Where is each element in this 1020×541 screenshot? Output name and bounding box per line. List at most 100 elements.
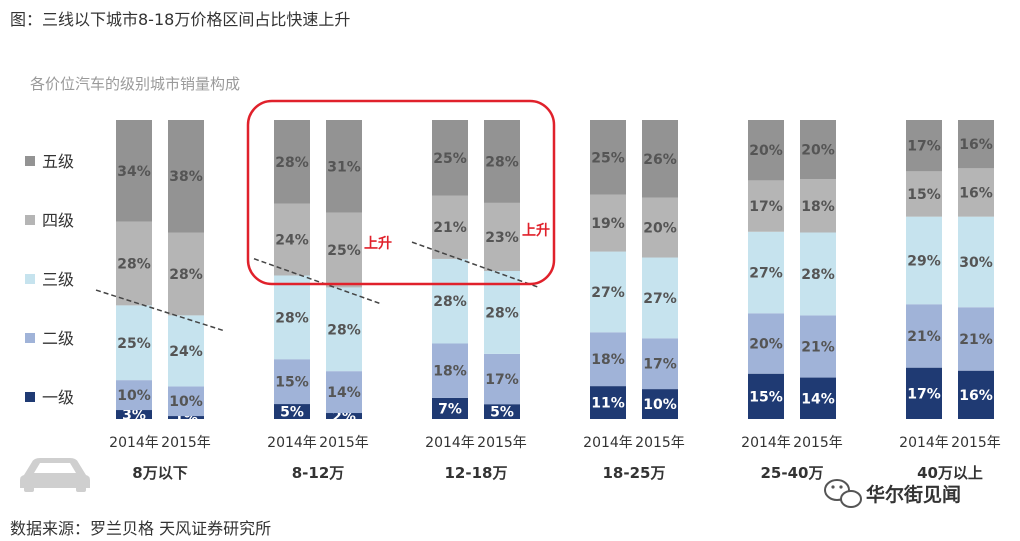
bar-value-label: 21% [907,329,941,345]
highlight-box [246,99,556,286]
bar-segment-一级 [958,370,994,419]
bar-segment-一级 [116,410,152,419]
bar-segment-四级 [748,180,784,232]
bar-value-label: 21% [433,220,467,236]
bars-layer: 3%10%25%28%34%1%10%24%28%38%5%15%28%24%2… [116,120,994,427]
bar-segment-五级 [748,120,784,181]
price-range-label: 8万以下 [132,464,187,482]
watermark-text: 华尔街见闻 [866,483,961,506]
bar-value-label: 17% [643,357,677,373]
bar-segment-二级 [484,353,520,405]
bar-segment-四级 [326,212,362,288]
legend-swatch [25,215,35,225]
bar-value-label: 19% [591,216,625,232]
bar-segment-四级 [116,221,152,306]
bar-value-label: 15% [907,187,941,203]
bar-value-label: 28% [327,322,361,338]
bar-value-label: 31% [327,159,361,175]
figure-source: 数据来源：罗兰贝格 天风证券研究所 [10,519,272,538]
bar-segment-二级 [590,332,626,387]
bar-value-label: 7% [438,401,462,417]
bar-segment-一级 [906,367,942,419]
bar-value-label: 16% [959,388,993,404]
year-label: 2014年 [899,435,949,451]
bar-value-label: 20% [801,143,835,159]
legend-swatch [25,333,35,343]
bar-value-label: 11% [591,396,625,412]
bar-value-label: 38% [169,169,203,185]
bar-value-label: 15% [749,389,783,405]
bar-segment-一级 [590,386,626,419]
wechat-icon [824,479,862,508]
bar-value-label: 24% [169,344,203,360]
bar-segment-三级 [326,287,362,372]
bar-segment-四级 [800,179,836,233]
bar-value-label: 27% [749,266,783,282]
bar-value-label: 10% [643,397,677,413]
trend-line [411,241,541,289]
bar-value-label: 14% [801,391,835,407]
bar-segment-二级 [326,371,362,414]
bar-value-label: 20% [749,143,783,159]
bar-segment-一级 [748,373,784,419]
legend-label: 一级 [42,388,74,407]
bar-value-label: 29% [907,253,941,269]
bar-value-label: 17% [749,199,783,215]
bar-value-label: 18% [801,199,835,215]
bar-segment-一级 [168,416,204,419]
bar-segment-一级 [326,413,362,419]
bar-segment-五级 [800,120,836,180]
annotation-label: 上升 [364,235,392,252]
bar-segment-三级 [432,258,468,344]
bar-segment-二级 [274,359,310,405]
bar-segment-二级 [958,307,994,371]
bar-segment-一级 [800,377,836,419]
bar-value-label: 18% [591,352,625,368]
watermark: 华尔街见闻 [824,479,961,508]
bar-segment-五级 [274,120,310,204]
bar-value-label: 30% [959,255,993,271]
bar-value-label: 34% [117,164,151,180]
bar-segment-三级 [590,251,626,333]
year-label: 2015年 [635,435,685,451]
bar-value-label: 26% [643,152,677,168]
bar-value-label: 17% [907,386,941,402]
bar-value-label: 24% [275,233,309,249]
year-label: 2014年 [583,435,633,451]
bar-value-label: 17% [485,372,519,388]
bar-value-label: 28% [169,267,203,283]
bar-value-label: 23% [485,230,519,246]
price-range-label: 18-25万 [603,464,666,482]
bar-segment-五级 [590,120,626,195]
bar-value-label: 28% [275,155,309,171]
legend-swatch [25,392,35,402]
year-label: 2015年 [951,435,1001,451]
bar-segment-五级 [484,120,520,203]
bar-value-label: 28% [275,310,309,326]
bar-value-label: 3% [122,408,146,424]
bar-value-label: 28% [117,257,151,273]
bar-segment-一级 [432,397,468,419]
bar-value-label: 17% [907,139,941,155]
bar-segment-三级 [116,305,152,381]
bar-segment-五级 [116,120,152,222]
bar-segment-四级 [168,232,204,316]
bar-segment-三级 [642,257,678,339]
bar-segment-二级 [906,304,942,368]
chart-subtitle: 各价位汽车的级别城市销量构成 [30,75,240,93]
bar-value-label: 14% [327,385,361,401]
bar-value-label: 27% [643,291,677,307]
bar-value-label: 16% [959,185,993,201]
price-range-label: 40万以上 [917,464,983,482]
bar-value-label: 21% [801,339,835,355]
legend-swatch [25,156,35,166]
bar-segment-一级 [274,404,310,419]
bar-value-label: 25% [327,243,361,259]
bar-segment-五级 [906,120,942,172]
bar-value-label: 25% [117,336,151,352]
bar-value-label: 16% [959,137,993,153]
bar-segment-五级 [326,120,362,213]
year-label: 2014年 [267,435,317,451]
bar-segment-五级 [432,120,468,196]
